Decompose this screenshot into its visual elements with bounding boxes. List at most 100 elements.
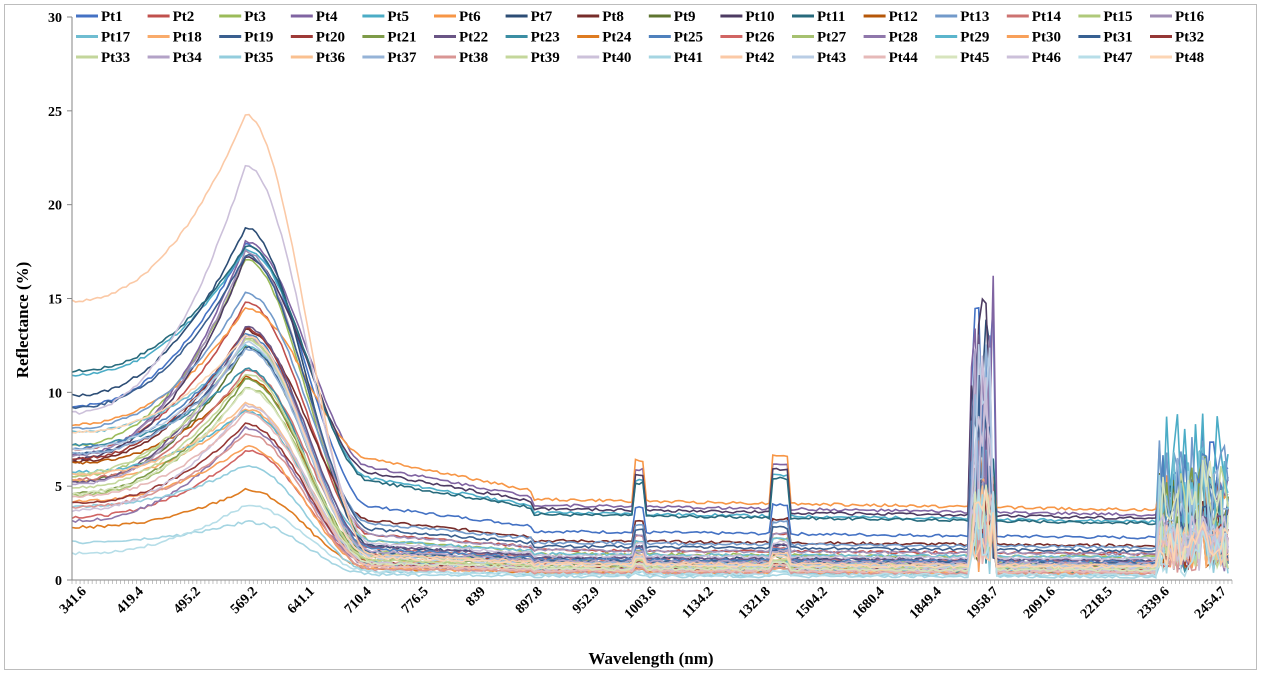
- legend-item-pt30: Pt30: [1006, 30, 1061, 46]
- series-line-pt27: [71, 386, 1229, 571]
- legend-label: Pt46: [1032, 50, 1062, 66]
- legend-label: Pt15: [1103, 9, 1132, 25]
- legend-label: Pt39: [531, 50, 560, 66]
- legend-item-pt38: Pt38: [434, 50, 488, 66]
- legend-label: Pt8: [602, 9, 624, 25]
- legend-label: Pt1: [101, 9, 123, 25]
- legend-item-pt45: Pt45: [935, 50, 989, 66]
- legend-item-pt21: Pt21: [362, 30, 417, 46]
- legend-item-pt6: Pt6: [434, 9, 481, 25]
- legend-label: Pt36: [316, 50, 346, 66]
- legend-item-pt32: Pt32: [1150, 30, 1204, 46]
- legend-label: Pt19: [244, 30, 273, 46]
- legend-item-pt41: Pt41: [648, 50, 703, 66]
- axes: 0 5 10 15 20 25 30 341.6 419.4 495.2 569.2 641.1 710…: [48, 11, 1233, 622]
- x-tick-label: 952.9: [570, 584, 603, 617]
- y-tick-label: 5: [55, 480, 62, 495]
- y-axis-title: Reflectance (%): [13, 262, 32, 379]
- x-tick-label: 2339.6: [1135, 584, 1173, 622]
- y-tick-label: 20: [48, 199, 62, 214]
- legend-label: Pt10: [745, 9, 774, 25]
- series-line-pt16: [71, 249, 1229, 557]
- legend-item-pt9: Pt9: [648, 9, 696, 25]
- x-tick-label: 2091.6: [1021, 584, 1059, 622]
- legend-label: Pt3: [244, 9, 266, 25]
- legend-label: Pt40: [602, 50, 631, 66]
- legend-label: Pt30: [1032, 30, 1061, 46]
- legend-label: Pt22: [459, 30, 488, 46]
- legend-item-pt39: Pt39: [505, 50, 560, 66]
- legend-label: Pt25: [674, 30, 703, 46]
- series-line-pt33: [71, 338, 1229, 568]
- legend-item-pt18: Pt18: [147, 30, 202, 46]
- series-line-pt11: [71, 244, 1229, 526]
- legend-item-pt47: Pt47: [1078, 50, 1133, 66]
- x-tick-label: 1849.4: [907, 584, 945, 622]
- legend: Pt1 Pt2 Pt3 Pt4 Pt5 Pt6 Pt7 Pt8 Pt9 Pt10 Pt11 Pt12 P…: [76, 9, 1205, 66]
- legend-item-pt12: Pt12: [863, 9, 918, 25]
- legend-label: Pt29: [960, 30, 989, 46]
- legend-label: Pt32: [1175, 30, 1204, 46]
- x-tick-label: 897.8: [513, 584, 546, 617]
- y-tick-label: 10: [48, 386, 62, 401]
- x-tick-label: 341.6: [57, 584, 90, 617]
- legend-item-pt48: Pt48: [1150, 50, 1204, 66]
- legend-item-pt26: Pt26: [720, 30, 775, 46]
- legend-item-pt35: Pt35: [219, 50, 273, 66]
- legend-label: Pt14: [1032, 9, 1062, 25]
- legend-item-pt19: Pt19: [219, 30, 273, 46]
- legend-item-pt40: Pt40: [577, 50, 631, 66]
- legend-item-pt37: Pt37: [362, 50, 417, 66]
- x-tick-label: 569.2: [228, 584, 261, 617]
- legend-label: Pt48: [1175, 50, 1204, 66]
- series-line-pt13: [71, 291, 1229, 550]
- legend-label: Pt38: [459, 50, 488, 66]
- y-tick-label: 0: [55, 574, 62, 589]
- legend-label: Pt5: [387, 9, 409, 25]
- legend-item-pt4: Pt4: [290, 9, 338, 25]
- series-line-pt46: [71, 164, 1229, 561]
- x-tick-label: 1958.7: [964, 584, 1002, 622]
- x-tick-label: 2218.5: [1078, 584, 1116, 622]
- legend-label: Pt23: [531, 30, 560, 46]
- legend-item-pt10: Pt10: [720, 9, 775, 25]
- series-line-pt47: [71, 489, 1229, 578]
- legend-item-pt11: Pt11: [792, 9, 845, 25]
- series-line-pt48: [71, 334, 1229, 569]
- legend-label: Pt43: [817, 50, 846, 66]
- legend-label: Pt33: [101, 50, 130, 66]
- x-tick-label: 419.4: [114, 584, 147, 617]
- legend-item-pt15: Pt15: [1078, 9, 1133, 25]
- legend-item-pt14: Pt14: [1006, 9, 1062, 25]
- legend-item-pt3: Pt3: [219, 9, 266, 25]
- legend-label: Pt6: [459, 9, 481, 25]
- legend-label: Pt42: [745, 50, 774, 66]
- x-tick-label: 710.4: [342, 584, 375, 617]
- legend-label: Pt9: [674, 9, 696, 25]
- series-lines: [71, 113, 1229, 579]
- x-axis-title: Wavelength (nm): [588, 649, 713, 668]
- legend-item-pt31: Pt31: [1078, 30, 1133, 46]
- legend-item-pt13: Pt13: [935, 9, 989, 25]
- legend-item-pt1: Pt1: [76, 9, 123, 25]
- legend-label: Pt24: [602, 30, 632, 46]
- legend-label: Pt28: [889, 30, 918, 46]
- legend-label: Pt11: [817, 9, 845, 25]
- legend-item-pt5: Pt5: [362, 9, 409, 25]
- legend-item-pt43: Pt43: [792, 50, 846, 66]
- legend-label: Pt18: [173, 30, 202, 46]
- legend-item-pt27: Pt27: [792, 30, 847, 46]
- series-line-pt6: [71, 306, 1229, 512]
- legend-label: Pt4: [316, 9, 338, 25]
- legend-label: Pt45: [960, 50, 989, 66]
- legend-label: Pt37: [387, 50, 417, 66]
- series-line-pt1: [71, 242, 1229, 540]
- legend-item-pt20: Pt20: [290, 30, 345, 46]
- y-tick-label: 15: [48, 293, 62, 308]
- legend-item-pt36: Pt36: [290, 50, 346, 66]
- legend-label: Pt13: [960, 9, 989, 25]
- series-line-pt44: [71, 411, 1229, 574]
- series-line-pt40: [71, 377, 1229, 573]
- legend-item-pt24: Pt24: [577, 30, 632, 46]
